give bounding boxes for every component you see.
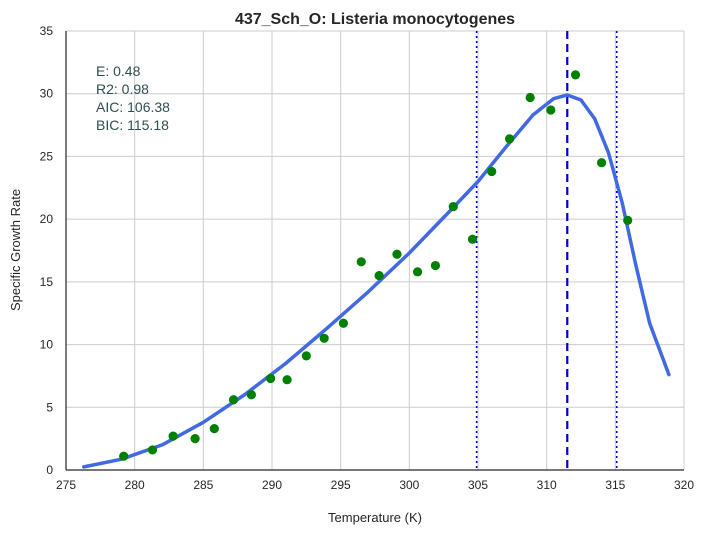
data-point <box>546 105 556 115</box>
x-axis-label: Temperature (K) <box>328 510 422 525</box>
data-point <box>228 395 239 405</box>
fit-statistics: E: 0.48 R2: 0.98 AIC: 106.38 BIC: 115.18 <box>96 63 170 133</box>
x-tick-label: 315 <box>605 478 625 492</box>
stat-line: R2: 0.98 <box>96 81 149 97</box>
chart-title: 437_Sch_O: Listeria monocytogenes <box>235 11 515 28</box>
data-point <box>282 375 292 385</box>
data-point <box>338 318 349 328</box>
y-tick-label: 10 <box>40 338 54 352</box>
data-point <box>430 260 441 271</box>
y-tick-label: 30 <box>40 87 54 101</box>
data-point <box>319 333 329 343</box>
x-tick-label: 295 <box>331 478 351 492</box>
data-point <box>147 445 158 455</box>
data-point <box>209 424 219 434</box>
data-point <box>525 92 535 103</box>
data-point <box>168 431 178 441</box>
reference-lines <box>475 31 618 470</box>
data-point <box>570 70 581 80</box>
fit-curve <box>82 93 671 469</box>
x-tick-label: 300 <box>399 478 419 492</box>
y-tick-label: 15 <box>40 275 54 289</box>
data-point <box>487 166 497 177</box>
data-point <box>504 134 515 144</box>
stat-line: AIC: 106.38 <box>96 99 170 115</box>
y-tick-label: 5 <box>46 400 53 414</box>
data-point <box>392 249 402 259</box>
data-point <box>412 267 423 277</box>
x-tick-label: 285 <box>193 478 213 492</box>
x-tick-label: 305 <box>468 478 488 492</box>
data-point <box>301 351 311 361</box>
data-point <box>266 373 276 384</box>
y-axis-label: Specific Growth Rate <box>8 189 23 311</box>
data-point <box>246 390 256 400</box>
x-tick-label: 310 <box>537 478 557 492</box>
data-point <box>623 215 633 225</box>
stat-line: BIC: 115.18 <box>96 117 169 133</box>
y-tick-label: 20 <box>40 212 54 226</box>
y-tick-label: 35 <box>40 24 54 38</box>
data-point <box>467 234 478 244</box>
data-point <box>356 257 366 267</box>
x-tick-label: 320 <box>674 478 694 492</box>
fit-curve-group <box>82 93 671 469</box>
data-point <box>448 202 458 212</box>
data-point <box>119 451 129 461</box>
y-tick-labels: 0 5 10 15 20 25 30 35 <box>40 24 54 477</box>
grid <box>65 30 685 471</box>
data-point <box>597 158 607 168</box>
stat-line: E: 0.48 <box>96 63 141 79</box>
x-tick-label: 275 <box>56 478 76 492</box>
x-tick-labels: 275 280 285 290 295 300 305 310 315 320 <box>56 478 694 492</box>
x-tick-label: 280 <box>125 478 145 492</box>
y-tick-label: 0 <box>46 463 53 477</box>
y-tick-label: 25 <box>40 149 54 163</box>
axes <box>65 31 684 471</box>
data-point <box>190 434 200 444</box>
x-tick-label: 290 <box>262 478 282 492</box>
data-points <box>119 70 633 461</box>
data-point <box>374 270 384 281</box>
